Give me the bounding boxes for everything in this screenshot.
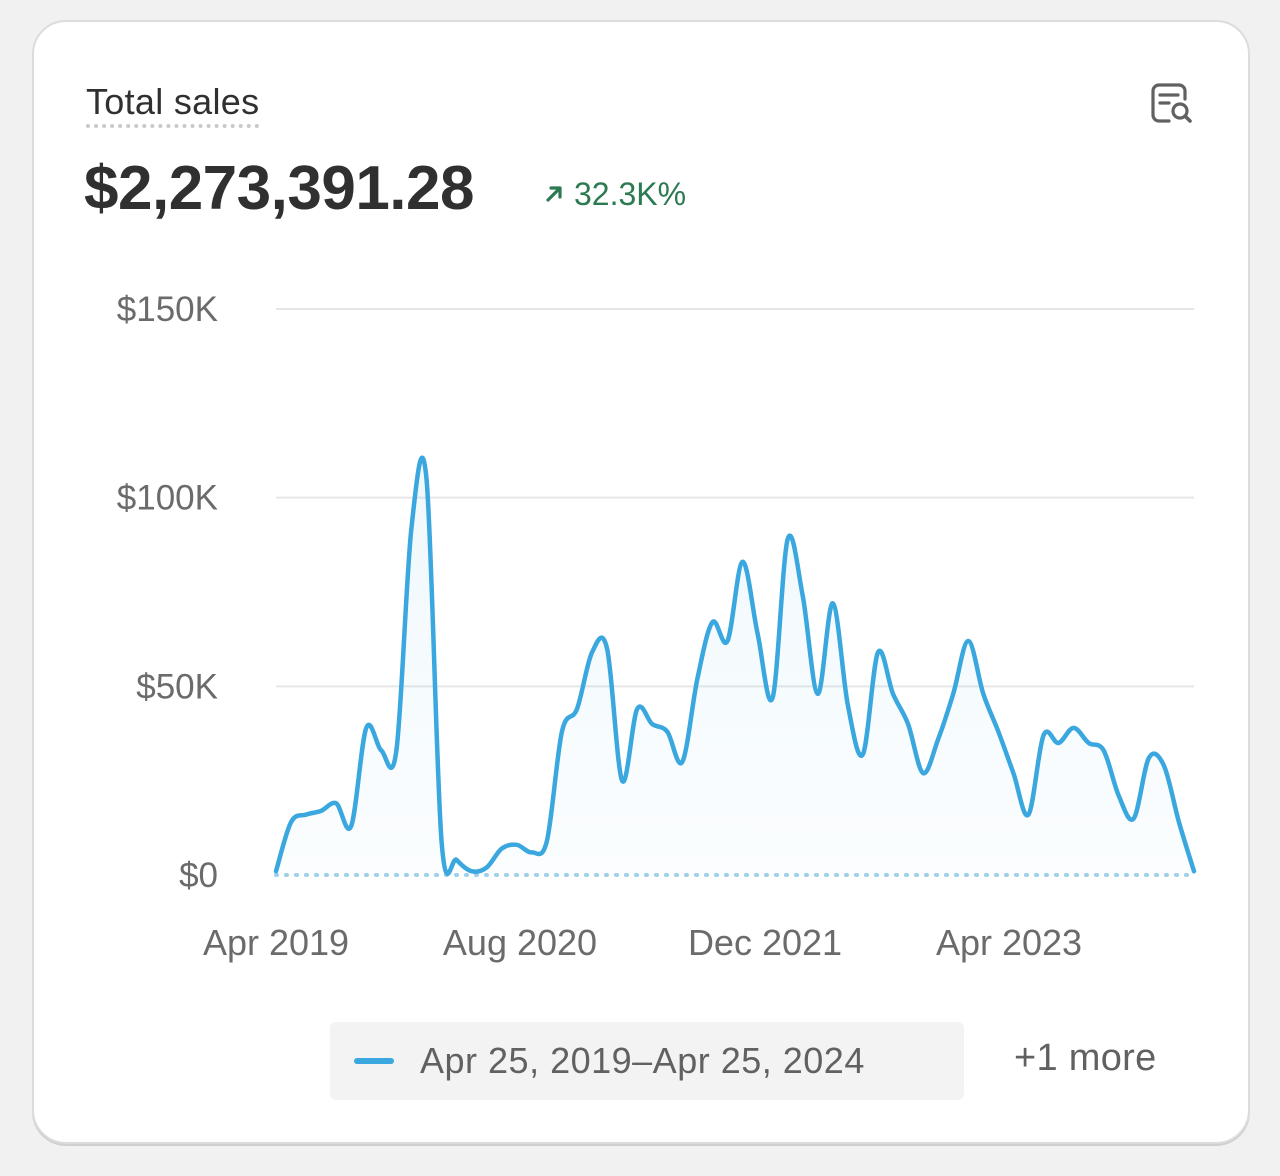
data-point (875, 649, 881, 655)
data-point (920, 770, 926, 776)
data-point (830, 600, 836, 606)
data-point (724, 638, 730, 644)
data-point (845, 702, 851, 708)
data-point (980, 691, 986, 697)
change-indicator: 32.3K% (544, 178, 686, 210)
data-point (408, 525, 414, 531)
data-point (1056, 740, 1062, 746)
data-point (935, 736, 941, 742)
data-point (1146, 755, 1152, 761)
data-point (694, 676, 700, 682)
data-point (995, 729, 1001, 735)
data-point (950, 691, 956, 697)
data-point (1010, 770, 1016, 776)
data-point (529, 849, 535, 855)
data-point (423, 476, 429, 482)
data-point (1131, 815, 1137, 821)
data-point (273, 868, 279, 874)
data-point (709, 619, 715, 625)
change-percent: 32.3K% (574, 176, 687, 212)
data-point (469, 868, 475, 874)
data-point (965, 638, 971, 644)
data-point (544, 838, 550, 844)
data-point (649, 721, 655, 727)
data-point (1071, 725, 1077, 731)
data-point (740, 559, 746, 565)
data-point (363, 725, 369, 731)
data-point (815, 691, 821, 697)
data-point (303, 812, 309, 818)
legend-item-primary-series[interactable]: Apr 25, 2019–Apr 25, 2024 (330, 1022, 964, 1100)
data-point (1025, 812, 1031, 818)
x-tick-label: Aug 2020 (443, 922, 597, 963)
data-point (318, 808, 324, 814)
data-point (589, 649, 595, 655)
data-point (484, 864, 490, 870)
data-point (1161, 763, 1167, 769)
y-tick-label: $50K (136, 667, 218, 706)
data-point (755, 631, 761, 637)
data-point (499, 846, 505, 852)
data-point (393, 747, 399, 753)
data-point (604, 646, 610, 652)
sales-series-line[interactable] (273, 455, 1197, 876)
data-point (770, 695, 776, 701)
x-tick-label: Apr 2023 (936, 922, 1082, 963)
data-point (679, 759, 685, 765)
data-point (1116, 793, 1122, 799)
explore-data-button[interactable] (1146, 78, 1198, 130)
data-point (514, 842, 520, 848)
data-point (1176, 819, 1182, 825)
data-point (634, 706, 640, 712)
total-sales-value: $2,273,391.28 (84, 154, 475, 223)
data-point (785, 536, 791, 542)
data-point (890, 691, 896, 697)
legend-swatch (354, 1058, 394, 1064)
chart-area: $0 $50K $100K $150K Apr 2019 Aug 2020 Dec 202… (34, 22, 1250, 1144)
series-area-fill (276, 457, 1194, 875)
y-tick-label: $150K (117, 290, 218, 329)
data-point (333, 800, 339, 806)
data-point (619, 778, 625, 784)
x-tick-label: Apr 2019 (203, 922, 349, 963)
data-point (1086, 740, 1092, 746)
data-explore-icon (1151, 83, 1192, 123)
data-point (559, 729, 565, 735)
data-point (800, 593, 806, 599)
data-point (574, 706, 580, 712)
data-point (454, 857, 460, 863)
sales-line-chart[interactable]: $0 $50K $100K $150K Apr 2019 Aug 2020 Dec 202… (34, 22, 1250, 1144)
arrow-up-right-icon (546, 186, 562, 202)
card-title[interactable]: Total sales (86, 82, 260, 128)
data-point (905, 721, 911, 727)
total-sales-card: Total sales $2,273,391.28 32.3K% (32, 20, 1250, 1144)
x-tick-label: Dec 2021 (688, 922, 842, 963)
data-point (439, 838, 445, 844)
y-tick-label: $100K (117, 479, 218, 518)
more-series-button[interactable]: +1 more (1014, 1037, 1157, 1079)
data-point (378, 747, 384, 753)
data-point (1191, 868, 1197, 874)
data-point (860, 751, 866, 757)
legend-label: Apr 25, 2019–Apr 25, 2024 (420, 1040, 865, 1081)
data-point (1101, 747, 1107, 753)
y-tick-label: $0 (179, 856, 218, 895)
data-point (348, 823, 354, 829)
data-point (288, 819, 294, 825)
data-point (1041, 732, 1047, 738)
data-point (664, 729, 670, 735)
